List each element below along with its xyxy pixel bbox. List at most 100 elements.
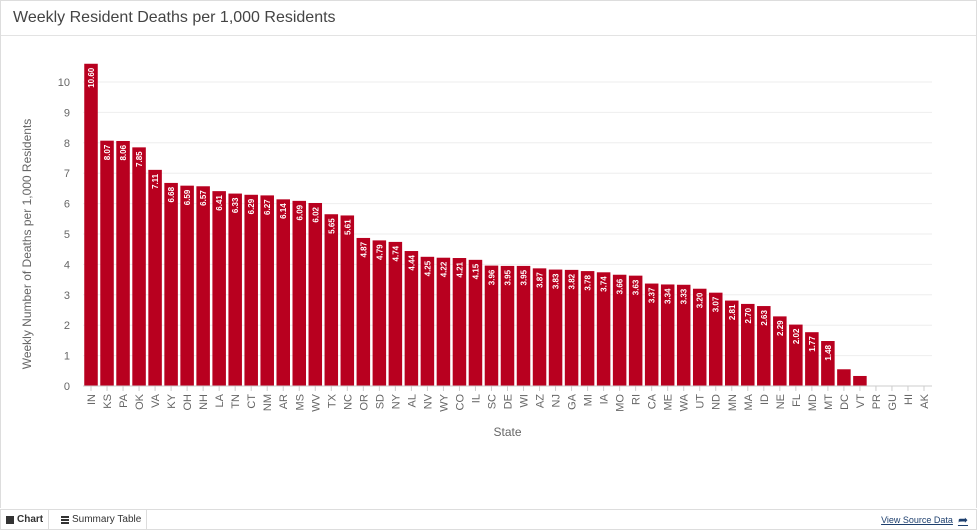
bar xyxy=(388,241,403,386)
data-label: 3.37 xyxy=(648,287,657,303)
data-label: 4.21 xyxy=(455,261,464,277)
x-tick-label: MS xyxy=(294,394,306,411)
bar xyxy=(180,185,194,386)
data-label: 10.60 xyxy=(87,67,96,88)
x-tick-label: VT xyxy=(855,394,867,408)
bar xyxy=(260,195,274,386)
data-label: 6.29 xyxy=(247,198,256,214)
data-label: 6.41 xyxy=(215,195,224,211)
bar xyxy=(372,240,387,386)
bar xyxy=(837,369,851,386)
tab-chart-label: Chart xyxy=(17,514,44,525)
x-tick-label: MD xyxy=(807,394,819,411)
data-label: 6.09 xyxy=(295,204,304,220)
bar xyxy=(596,272,611,386)
x-tick-label: ME xyxy=(663,394,675,411)
x-axis-title: State xyxy=(493,425,521,439)
x-tick-label: OK xyxy=(134,393,146,410)
x-tick-label: WY xyxy=(438,393,450,411)
x-tick-label: NJ xyxy=(551,394,563,407)
y-tick-label: 8 xyxy=(64,138,70,150)
x-tick-label: NH xyxy=(198,394,210,410)
x-tick-label: TX xyxy=(326,393,338,408)
tab-chart[interactable]: Chart xyxy=(1,510,50,529)
data-label: 3.95 xyxy=(520,269,529,285)
data-label: 2.02 xyxy=(792,328,801,344)
x-tick-label: LA xyxy=(214,393,226,407)
x-tick-label: IN xyxy=(86,394,98,405)
bar xyxy=(853,375,867,386)
x-tick-label: NE xyxy=(775,394,787,409)
data-label: 3.63 xyxy=(632,279,641,295)
x-tick-label: DE xyxy=(503,394,515,409)
bar xyxy=(308,202,323,386)
bar xyxy=(628,275,643,386)
data-label: 6.59 xyxy=(183,189,192,205)
bar xyxy=(708,292,723,386)
data-label: 3.83 xyxy=(552,273,561,289)
view-source-data-link[interactable]: View Source Data ➦ xyxy=(881,513,968,527)
y-tick-label: 9 xyxy=(64,107,70,119)
x-tick-label: MO xyxy=(615,394,627,412)
tab-summary-table[interactable]: Summary Table xyxy=(56,510,148,529)
x-tick-label: SD xyxy=(374,394,386,409)
bar xyxy=(676,284,691,386)
bar xyxy=(420,256,435,386)
bar xyxy=(100,140,114,386)
data-label: 2.29 xyxy=(776,320,785,336)
y-tick-label: 10 xyxy=(58,77,70,89)
bar xyxy=(548,269,563,386)
bar xyxy=(452,258,467,386)
data-label: 4.79 xyxy=(375,244,384,260)
y-tick-label: 3 xyxy=(64,290,70,302)
bar xyxy=(725,300,739,386)
bar xyxy=(612,274,627,386)
bar xyxy=(212,191,226,386)
data-label: 4.25 xyxy=(423,260,432,276)
data-label: 3.20 xyxy=(696,292,705,308)
bar xyxy=(692,288,707,386)
x-tick-label: AL xyxy=(406,394,418,407)
x-tick-label: VA xyxy=(150,393,162,408)
bar xyxy=(436,257,451,386)
data-label: 8.06 xyxy=(119,144,128,160)
data-label: 1.77 xyxy=(808,336,817,352)
chart-title: Weekly Resident Deaths per 1,000 Residen… xyxy=(13,9,336,26)
x-tick-label: OH xyxy=(182,394,194,411)
x-tick-label: AZ xyxy=(535,394,547,408)
bar xyxy=(789,324,803,386)
x-tick-label: FL xyxy=(791,394,803,407)
x-tick-label: DC xyxy=(839,394,851,410)
x-tick-label: UT xyxy=(695,394,707,409)
x-tick-label: GU xyxy=(887,394,899,411)
x-tick-label: PR xyxy=(871,394,883,409)
data-label: 7.11 xyxy=(151,173,160,189)
y-tick-label: 0 xyxy=(64,381,70,393)
data-label: 3.07 xyxy=(712,296,721,312)
bar xyxy=(484,265,499,386)
x-tick-label: OR xyxy=(358,394,370,411)
data-label: 3.34 xyxy=(664,288,673,304)
bar xyxy=(324,214,339,386)
chart-header: Weekly Resident Deaths per 1,000 Residen… xyxy=(0,0,977,36)
bar xyxy=(500,265,515,386)
data-label: 2.70 xyxy=(744,307,753,323)
x-tick-label: AK xyxy=(919,393,931,408)
bar xyxy=(580,271,595,386)
x-tick-label: IL xyxy=(470,394,482,403)
x-tick-label: AR xyxy=(278,394,290,409)
data-label: 3.95 xyxy=(504,269,513,285)
bar xyxy=(356,237,371,386)
tab-summary-table-label: Summary Table xyxy=(72,514,142,525)
bar xyxy=(244,194,258,386)
data-label: 2.81 xyxy=(728,304,737,320)
data-label: 7.85 xyxy=(135,151,144,167)
table-icon xyxy=(61,515,69,524)
y-tick-label: 1 xyxy=(64,351,70,363)
bar xyxy=(532,268,547,386)
x-tick-label: NC xyxy=(342,394,354,410)
data-label: 6.27 xyxy=(263,199,272,215)
y-tick-label: 4 xyxy=(64,259,70,271)
bar xyxy=(805,332,819,386)
data-label: 3.78 xyxy=(584,275,593,291)
